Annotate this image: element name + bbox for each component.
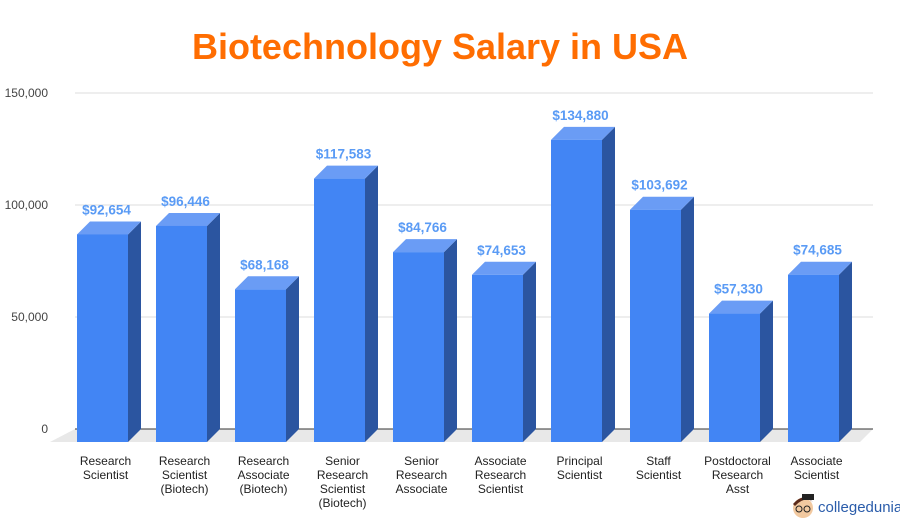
bar <box>235 289 286 442</box>
data-label: $96,446 <box>161 194 210 209</box>
x-tick-label: Research <box>159 454 210 468</box>
x-tick-label: Associate <box>237 468 289 482</box>
data-label: $74,685 <box>793 243 842 258</box>
data-label: $74,653 <box>477 243 526 258</box>
y-tick-label: 50,000 <box>11 310 48 324</box>
x-tick-label: Scientist <box>320 482 366 496</box>
x-tick-label: Research <box>80 454 131 468</box>
bar-top <box>314 165 378 179</box>
bar-side <box>839 261 852 442</box>
x-tick-label: Scientist <box>478 482 524 496</box>
y-tick-label: 0 <box>41 422 48 436</box>
bar-top <box>472 261 536 275</box>
x-tick-label: Principal <box>556 454 602 468</box>
x-tick-label: Research <box>396 468 447 482</box>
bar-top <box>709 300 773 314</box>
bar <box>472 274 523 442</box>
data-label: $57,330 <box>714 282 763 297</box>
bar-side <box>365 165 378 442</box>
data-label: $84,766 <box>398 220 447 235</box>
x-tick-label: Scientist <box>636 468 682 482</box>
bar-top <box>77 221 141 235</box>
bar <box>709 313 760 442</box>
bar-top <box>630 196 694 210</box>
logo-text: collegedunia <box>818 498 900 516</box>
data-label: $103,692 <box>631 178 687 193</box>
x-tick-label: Associate <box>474 454 526 468</box>
x-tick-label: Staff <box>646 454 671 468</box>
bar-side <box>286 276 299 442</box>
bar-side <box>523 261 536 442</box>
bar <box>314 178 365 442</box>
bar <box>156 225 207 442</box>
x-tick-label: Associate <box>790 454 842 468</box>
data-label: $134,880 <box>552 108 608 123</box>
data-label: $92,654 <box>82 202 131 217</box>
x-tick-label: Senior <box>325 454 360 468</box>
collegedunia-logo: collegedunia <box>790 492 900 522</box>
x-tick-label: Asst <box>726 482 750 496</box>
bar-top <box>393 239 457 253</box>
y-tick-label: 150,000 <box>5 86 49 100</box>
bar <box>393 252 444 442</box>
mascot-icon <box>793 494 814 518</box>
x-tick-label: Research <box>712 468 763 482</box>
x-tick-label: Scientist <box>162 468 208 482</box>
bar-top <box>235 276 299 290</box>
bar-side <box>207 212 220 442</box>
bar-top <box>156 212 220 226</box>
bar <box>551 139 602 442</box>
bar <box>788 274 839 442</box>
data-label: $68,168 <box>240 257 289 272</box>
x-tick-label: (Biotech) <box>239 482 287 496</box>
bar-side <box>760 300 773 442</box>
x-tick-label: Senior <box>404 454 439 468</box>
x-tick-label: Postdoctoral <box>704 454 771 468</box>
bar-side <box>444 239 457 442</box>
x-tick-label: Scientist <box>83 468 129 482</box>
bar <box>77 234 128 442</box>
bar-side <box>681 196 694 442</box>
y-tick-label: 100,000 <box>5 198 49 212</box>
bar-top <box>551 126 615 140</box>
x-tick-label: Scientist <box>794 468 840 482</box>
x-tick-label: Associate <box>395 482 447 496</box>
bar-side <box>128 221 141 442</box>
x-tick-label: Scientist <box>557 468 603 482</box>
x-tick-label: Research <box>317 468 368 482</box>
bar-side <box>602 126 615 442</box>
x-tick-label: Research <box>238 454 289 468</box>
chart-title: Biotechnology Salary in USA <box>191 26 689 67</box>
bar <box>630 209 681 442</box>
data-label: $117,583 <box>316 147 372 162</box>
x-tick-label: (Biotech) <box>318 496 366 510</box>
x-tick-label: Research <box>475 468 526 482</box>
bar-top <box>788 261 852 275</box>
x-tick-label: (Biotech) <box>160 482 208 496</box>
